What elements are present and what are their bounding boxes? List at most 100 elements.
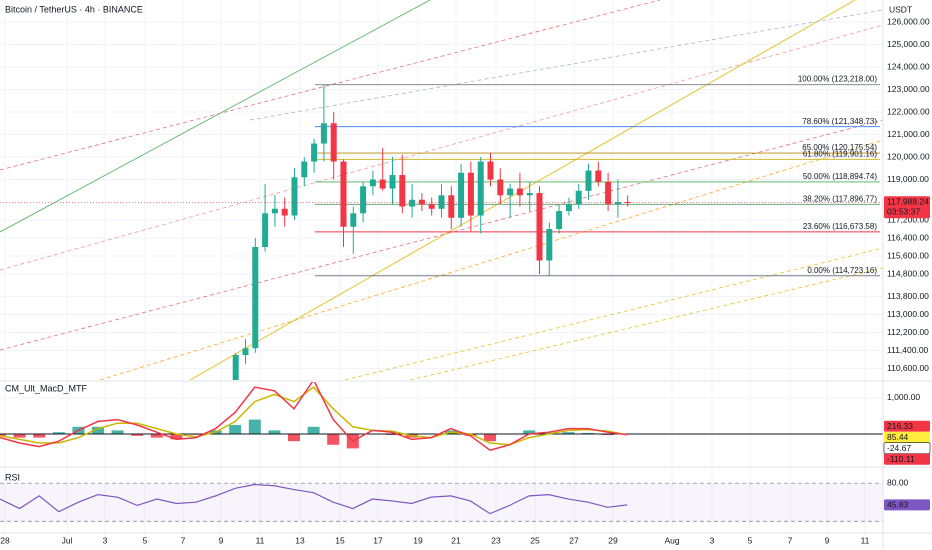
candle-body: [605, 181, 612, 205]
axes: 28 Jul 3 5 7 9 11 13 15 17 19 21 23 25 27 29 Aug 3 5 7 9 11 12…: [0, 16, 931, 545]
candle-body: [585, 170, 592, 191]
y-tick-label: 116,400.00: [887, 232, 929, 242]
candle-body: [330, 123, 337, 162]
histogram-bar: [582, 432, 594, 434]
x-tick-label: 21: [451, 535, 461, 545]
candle-body: [614, 202, 621, 205]
candle-body: [320, 123, 327, 144]
y-tick-label: 123,000.00: [887, 84, 930, 94]
histogram-bar: [111, 430, 124, 434]
candle-body: [232, 355, 239, 380]
histogram-bar: [170, 433, 183, 440]
y-tick-label: 122,000.00: [887, 106, 930, 116]
histogram-bar: [327, 433, 340, 445]
y-tick-label: 115,600.00: [887, 250, 929, 260]
x-tick-label: 19: [413, 535, 423, 545]
fib-label: 65.00% (120,175.54): [802, 143, 877, 152]
y-tick-label: 113,000.00: [887, 309, 929, 319]
price-badge-label: 45.83: [887, 500, 909, 510]
y-tick-label: 124,000.00: [887, 61, 930, 71]
y-tick-label: 111,400.00: [887, 345, 929, 355]
candle-body: [507, 188, 514, 196]
candle-body: [458, 172, 465, 218]
histogram-bar: [523, 430, 536, 434]
rsi-line: [0, 483, 628, 515]
y-tick-label: 1,000.00: [887, 392, 920, 402]
histogram-bar: [484, 433, 496, 442]
price-pane: 100.00% (123,218.00) 78.60% (121,348.73) 6…: [0, 75, 883, 380]
trend-line: [0, 119, 883, 351]
candle-body: [252, 247, 259, 349]
x-tick-label: 17: [373, 535, 383, 545]
candle-body: [399, 175, 406, 207]
macd-pane: [0, 382, 883, 452]
y-tick-label: 80.00: [887, 477, 909, 487]
trend-line: [0, 24, 883, 271]
histogram-bar: [542, 432, 555, 434]
y-tick-label: 114,800.00: [887, 268, 929, 278]
price-badge: [884, 196, 930, 219]
rsi-band: [0, 483, 883, 522]
x-tick-label: 11: [256, 535, 265, 545]
fib-label: 23.60% (116,673.58): [803, 222, 877, 231]
histogram-bar: [131, 433, 144, 436]
x-tick-label: 7: [788, 535, 793, 545]
x-tick-label: 15: [335, 535, 345, 545]
countdown: 03:53:37: [887, 207, 920, 217]
candle-body: [262, 213, 269, 248]
histogram-bar: [562, 432, 575, 434]
x-tick-label: Aug: [664, 535, 679, 545]
candle-body: [418, 199, 425, 205]
candle-body: [575, 190, 582, 205]
candle-body: [556, 211, 563, 230]
trend-line: [0, 0, 661, 171]
y-tick-label: 119,000.00: [887, 174, 929, 184]
trend-line: [99, 139, 883, 380]
trend-line: [249, 9, 883, 121]
candle-body: [301, 161, 308, 178]
candle-body: [477, 161, 484, 216]
fib-label: 38.20% (117,896.77): [803, 194, 877, 203]
x-tick-label: 5: [748, 535, 753, 545]
x-tick-label: 28: [0, 535, 10, 545]
candle-body: [487, 161, 494, 180]
histogram-bar: [307, 426, 320, 434]
price-badge-label: -24.67: [887, 443, 911, 453]
x-tick-label: 5: [143, 535, 148, 545]
x-tick-label: 11: [861, 535, 870, 545]
x-tick-label: 25: [530, 535, 540, 545]
x-tick-label: 9: [219, 535, 224, 545]
candle-body: [271, 208, 278, 214]
fib-label: 0.00% (114,723.16): [807, 266, 877, 275]
candle-body: [311, 143, 318, 162]
price-badge-label: 117,988.24: [887, 197, 929, 207]
histogram-bar: [150, 433, 163, 438]
rsi-pane: [0, 482, 883, 522]
histogram-bar: [601, 433, 614, 436]
y-tick-label: 113,800.00: [887, 291, 929, 301]
x-tick-label: 27: [569, 535, 579, 545]
price-badge: [884, 453, 930, 465]
candle-body: [242, 348, 249, 356]
candle-body: [389, 175, 396, 189]
x-tick-label: 7: [181, 535, 186, 545]
fib-label: 61.80% (119,901.16): [803, 149, 877, 158]
histogram-bar: [33, 433, 46, 438]
y-tick-label: 125,000.00: [887, 39, 930, 49]
candle-body: [516, 188, 523, 196]
y-tick-label: 120,000.00: [887, 151, 930, 161]
x-tick-label: 13: [295, 535, 305, 545]
x-tick-label: 29: [608, 535, 618, 545]
candle-body: [428, 204, 435, 209]
currency: USDT: [889, 4, 912, 14]
candle-body: [379, 179, 386, 189]
trend-line: [0, 0, 431, 233]
candle-body: [595, 170, 602, 182]
candle-body: [536, 193, 543, 261]
x-tick-label: Jul: [62, 535, 73, 545]
signal-line: [0, 386, 628, 446]
indicator-title: CM_Ult_MacD_MTF: [5, 383, 88, 393]
candle-body: [497, 179, 504, 196]
trend-line: [344, 247, 883, 380]
